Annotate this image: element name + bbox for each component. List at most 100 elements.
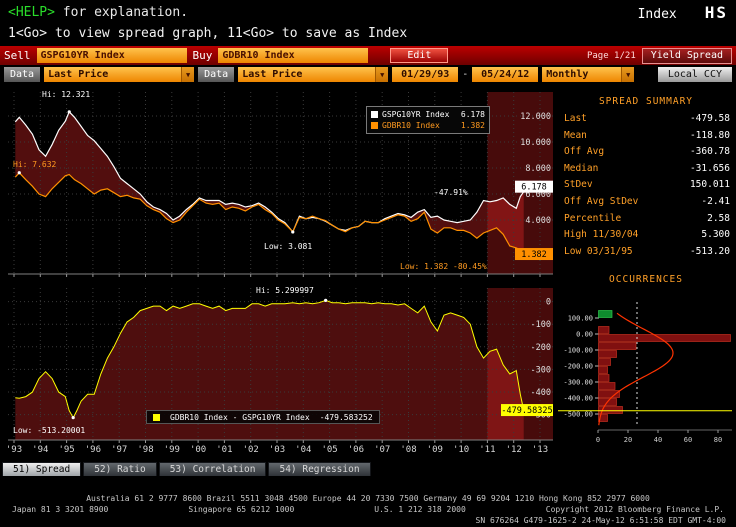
svg-text:20: 20 [624, 436, 632, 444]
svg-text:'11: '11 [479, 445, 495, 455]
annotation-gdbr-high: Hi: 7.632 [13, 160, 57, 169]
svg-text:'94: '94 [32, 445, 48, 455]
svg-text:0: 0 [546, 298, 551, 308]
svg-text:'10: '10 [453, 445, 469, 455]
data2-dropdown[interactable]: Last Price ▼ [238, 67, 389, 82]
svg-text:40: 40 [654, 436, 662, 444]
spread-summary-title: SPREAD SUMMARY [598, 96, 694, 107]
buy-security-input[interactable]: GDBR10 Index [218, 48, 369, 63]
svg-text:10.000: 10.000 [520, 138, 551, 148]
occurrences-histogram[interactable]: 100.00 0.00 -100.00 -200.00 -300.00 -400.00 -5… [556, 292, 736, 448]
date-from-input[interactable]: 01/29/93 [392, 67, 459, 82]
footer-singapore: Singapore 65 6212 1000 [188, 505, 295, 514]
sell-security-input[interactable]: GSPG10YR Index [36, 48, 187, 63]
footer-session-info: SN 676264 G479-1625-2 24-May-12 6:51:58 … [475, 516, 726, 525]
svg-text:-400.00: -400.00 [563, 395, 593, 403]
svg-text:'98: '98 [137, 445, 153, 455]
summary-row-off-avg: Off Avg -360.78 [564, 146, 730, 158]
tab-regression[interactable]: 54) Regression [268, 462, 371, 476]
footer-japan: Japan 81 3 3201 8900 [12, 505, 109, 514]
view-tabs: 51) Spread 52) Ratio 53) Correlation 54)… [2, 462, 371, 476]
summary-row-low: Low 03/31/95 -513.20 [564, 245, 730, 257]
spread-legend-label: GDBR10 Index - GSPG10YR Index [170, 412, 310, 422]
function-mnemonic: HS [704, 2, 728, 22]
tab-ratio[interactable]: 52) Ratio [83, 462, 157, 476]
chevron-down-icon[interactable]: ▼ [375, 67, 389, 82]
data2-value: Last Price [242, 69, 303, 80]
footer-contacts-line2: Japan 81 3 3201 8900 Singapore 65 6212 1… [0, 505, 736, 514]
svg-text:60: 60 [684, 436, 692, 444]
yield-chart-legend: GSPG10YR Index 6.178 GDBR10 Index 1.382 [366, 106, 490, 134]
summary-row-mean: Mean -118.80 [564, 129, 730, 141]
gdbr-low-text: Low: 1.382 [400, 262, 449, 271]
footer: Australia 61 2 9777 8600 Brazil 5511 304… [0, 494, 736, 525]
annotation-spread-high: Hi: 5.299997 [256, 286, 314, 295]
help-link[interactable]: <HELP> [8, 4, 55, 20]
gdbr-legend-value: 1.382 [460, 121, 485, 130]
annotation-gspg-pct-change: -47.91% [434, 188, 468, 197]
svg-text:100.00: 100.00 [568, 315, 593, 323]
yield-spread-chart[interactable]: '93 '94 '95 '96 '97 '98 '99 '00 '01 '02 '03 '04 '05 '… [0, 84, 556, 462]
buy-label: Buy [192, 49, 213, 62]
footer-us: U.S. 1 212 318 2000 [374, 505, 466, 514]
svg-text:12.000: 12.000 [520, 112, 551, 122]
options-toolbar: Data Last Price ▼ Data Last Price ▼ 01/2… [0, 65, 736, 84]
svg-text:1.382: 1.382 [521, 250, 547, 260]
tab-spread[interactable]: 51) Spread [2, 462, 82, 476]
sell-label: Sell [4, 49, 31, 62]
summary-row-off-avg-stdev: Off Avg StDev -2.41 [564, 195, 730, 207]
spread-chart-legend: GDBR10 Index - GSPG10YR Index -479.58325… [146, 410, 380, 424]
security-toolbar: Sell GSPG10YR Index Buy GDBR10 Index Edi… [0, 46, 736, 65]
svg-text:'99: '99 [164, 445, 180, 455]
svg-text:-500.00: -500.00 [563, 411, 593, 419]
data2-label-button[interactable]: Data [198, 67, 235, 82]
svg-text:6.178: 6.178 [521, 183, 547, 193]
periodicity-dropdown[interactable]: Monthly ▼ [542, 67, 635, 82]
gdbr-pct-change: -80.45% [453, 262, 487, 271]
svg-text:'00: '00 [190, 445, 206, 455]
svg-text:'95: '95 [58, 445, 74, 455]
svg-text:-100: -100 [531, 320, 551, 330]
svg-text:4.000: 4.000 [525, 216, 551, 226]
currency-button[interactable]: Local CCY [657, 67, 732, 82]
date-to-input[interactable]: 05/24/12 [472, 67, 539, 82]
edit-button[interactable]: Edit [390, 48, 449, 63]
gspg-legend-label: GSPG10YR Index [382, 110, 450, 119]
data1-dropdown[interactable]: Last Price ▼ [44, 67, 195, 82]
periodicity-value: Monthly [546, 69, 589, 80]
occurrences-title: OCCURRENCES [609, 274, 683, 286]
svg-text:'09: '09 [427, 445, 443, 455]
gspg-legend-value: 6.178 [460, 110, 485, 119]
footer-contacts-line1: Australia 61 2 9777 8600 Brazil 5511 304… [86, 494, 650, 503]
top-status-bar: <HELP> for explanation. Index HS [0, 0, 736, 24]
chart-region: '93 '94 '95 '96 '97 '98 '99 '00 '01 '02 '03 '04 '05 '… [0, 84, 556, 462]
footer-copyright: Copyright 2012 Bloomberg Finance L.P. [545, 505, 724, 514]
spread-swatch-icon [153, 413, 160, 421]
svg-text:-200: -200 [531, 343, 551, 353]
gspg-swatch-icon [371, 111, 378, 118]
spread-legend-value: -479.583252 [319, 412, 373, 422]
svg-text:6.000: 6.000 [525, 190, 551, 200]
page-indicator: Page 1/21 [586, 50, 636, 61]
annotation-gdbr-low: Low: 1.382 -80.45% [400, 262, 487, 271]
help-message: <HELP> for explanation. [8, 5, 188, 20]
chevron-down-icon[interactable]: ▼ [621, 67, 635, 82]
summary-row-median: Median -31.656 [564, 162, 730, 174]
yield-spread-button[interactable]: Yield Spread [641, 47, 732, 64]
svg-text:0: 0 [596, 436, 600, 444]
svg-text:80: 80 [714, 436, 722, 444]
svg-text:'12: '12 [506, 445, 522, 455]
svg-text:'01: '01 [216, 445, 232, 455]
chevron-down-icon[interactable]: ▼ [181, 67, 195, 82]
svg-text:-400: -400 [531, 388, 551, 398]
data1-label-button[interactable]: Data [4, 67, 41, 82]
summary-row-percentile: Percentile 2.58 [564, 212, 730, 224]
annotation-spread-low: Low: -513.20001 [13, 426, 86, 435]
svg-text:'96: '96 [85, 445, 101, 455]
svg-text:'03: '03 [269, 445, 285, 455]
svg-text:'02: '02 [243, 445, 259, 455]
tab-correlation[interactable]: 53) Correlation [158, 462, 267, 476]
svg-text:-300: -300 [531, 365, 551, 375]
svg-text:-479.58325: -479.58325 [501, 406, 552, 416]
legend-row-gspg: GSPG10YR Index 6.178 [371, 109, 485, 120]
